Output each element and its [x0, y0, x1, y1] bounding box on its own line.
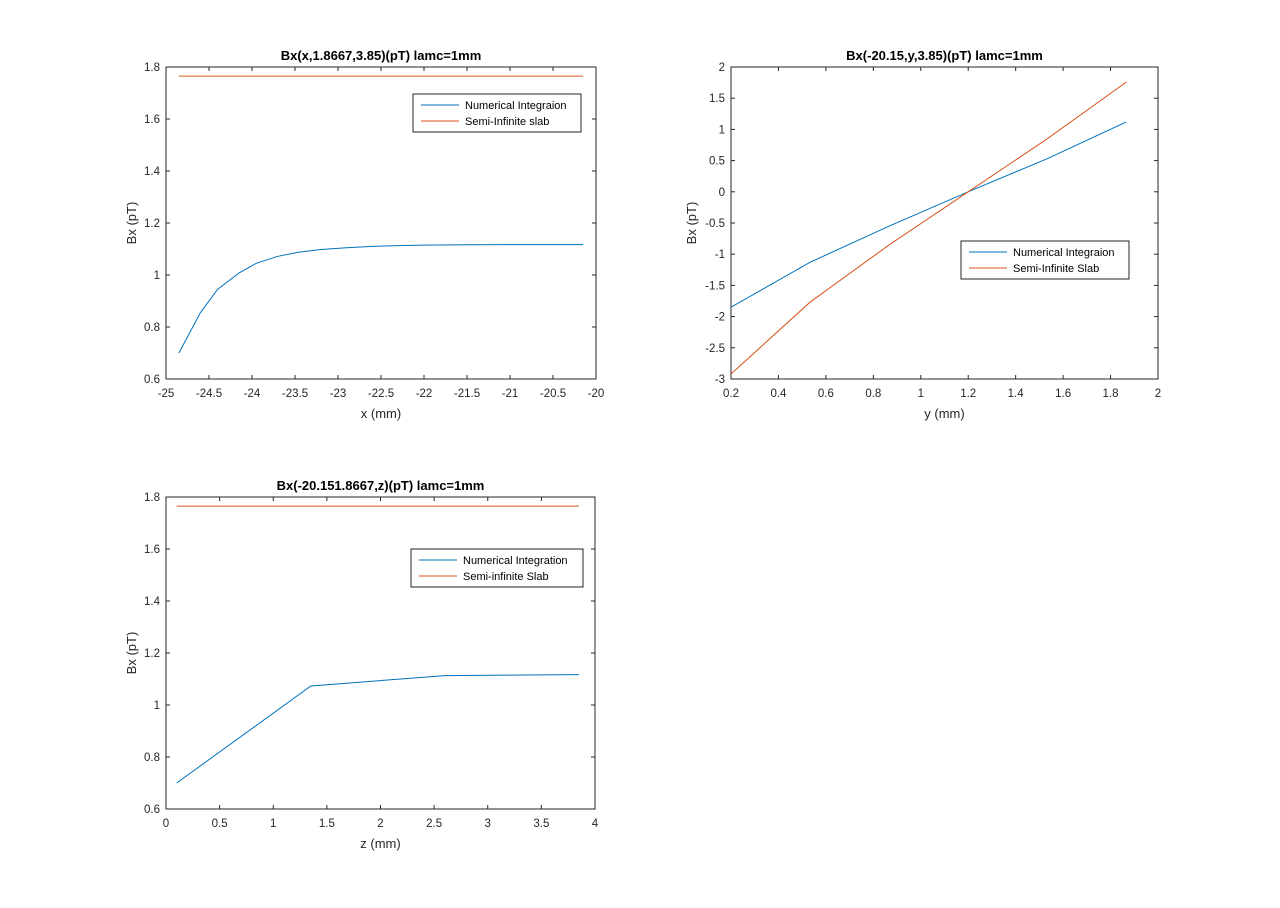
x-tick-label: 1 [918, 388, 924, 400]
x-tick-label: -24 [244, 388, 261, 400]
chart-title: Bx(x,1.8667,3.85)(pT) lamc=1mm [281, 48, 482, 63]
x-tick-label: 2 [377, 818, 383, 830]
y-tick-label: -1 [715, 249, 725, 261]
y-tick-label: 0.5 [709, 156, 725, 168]
chart-1: -25 -24.5 -24 -23.5 -23 -22.5 -22 -21.5 -21 -20.5… [124, 48, 604, 421]
chart-title: Bx(-20.15,y,3.85)(pT) lamc=1mm [846, 48, 1043, 63]
y-axis-label: Bx (pT) [684, 202, 699, 245]
x-tick-label: -23 [330, 388, 347, 400]
y-tick-label: 0.6 [144, 804, 160, 816]
x-tick-label: 0.8 [865, 388, 881, 400]
y-tick-label: 1.4 [144, 166, 161, 178]
x-tick-label: 0 [163, 818, 169, 830]
x-tick-label: -22.5 [368, 388, 394, 400]
x-tick-label: -20.5 [540, 388, 566, 400]
x-tick-label: 0.5 [212, 818, 228, 830]
y-tick-label: -1.5 [705, 280, 725, 292]
series-line-numerical [178, 244, 584, 354]
y-tick-label: 1.4 [144, 596, 161, 608]
x-axis-label: z (mm) [360, 836, 400, 851]
y-tick-label: 1.2 [144, 218, 160, 230]
legend-label: Numerical Integraion [465, 100, 567, 112]
x-tick-label: 1.4 [1008, 388, 1025, 400]
legend-box [412, 93, 582, 133]
x-tick-label: 2 [1155, 388, 1161, 400]
x-tick-label: -23.5 [282, 388, 308, 400]
plot-area [165, 496, 596, 810]
y-tick-label: 1.6 [144, 114, 160, 126]
series-line-numerical [730, 121, 1127, 308]
y-tick-label: 0.6 [144, 374, 160, 386]
chart-2: 0.2 0.4 0.6 0.8 1 1.2 1.4 1.6 1.8 2 -3 -2.5 -2 -1.5 -1… [684, 48, 1161, 421]
y-tick-label: 1 [154, 270, 160, 282]
y-tick-label: 1.5 [709, 93, 725, 105]
legend-label: Semi-infinite Slab [463, 571, 549, 583]
legend: Numerical Integration Semi-infinite Slab [410, 548, 584, 588]
legend-label: Numerical Integration [463, 555, 568, 567]
y-tick-label: 1.8 [144, 62, 160, 74]
x-tick-label: 0.4 [770, 388, 787, 400]
series-line-slab [730, 81, 1127, 375]
x-tick-label: -25 [158, 388, 175, 400]
x-tick-label: 0.6 [818, 388, 834, 400]
y-tick-label: 1.2 [144, 648, 160, 660]
x-axis-label: y (mm) [924, 406, 964, 421]
legend-label: Semi-Infinite slab [465, 116, 549, 128]
x-tick-label: -21 [502, 388, 519, 400]
legend-box [960, 240, 1130, 280]
y-tick-label: -2.5 [705, 343, 725, 355]
y-tick-label: 1 [719, 124, 725, 136]
x-tick-label: 4 [592, 818, 599, 830]
y-tick-label: 0.8 [144, 322, 160, 334]
legend: Numerical Integraion Semi-Infinite slab [412, 93, 582, 133]
x-tick-label: 1 [270, 818, 276, 830]
x-axis-label: x (mm) [361, 406, 401, 421]
y-tick-label: -3 [715, 374, 725, 386]
series-line-numerical [176, 674, 579, 784]
y-tick-label: 0 [719, 187, 725, 199]
y-tick-label: 1.6 [144, 544, 160, 556]
legend-label: Semi-Infinite Slab [1013, 263, 1099, 275]
chart-3: 0 0.5 1 1.5 2 2.5 3 3.5 4 0.6 0.8 1 1.2 1.4 1.6 1.8 Bx(-… [124, 478, 599, 851]
x-tick-label: 1.2 [960, 388, 976, 400]
x-tick-label: 1.6 [1055, 388, 1071, 400]
x-tick-label: -22 [416, 388, 433, 400]
x-tick-label: 3.5 [533, 818, 549, 830]
x-tick-label: 1.5 [319, 818, 335, 830]
x-tick-label: 3 [485, 818, 491, 830]
x-tick-label: -20 [588, 388, 605, 400]
x-tick-label: -21.5 [454, 388, 480, 400]
legend-box [410, 548, 584, 588]
y-tick-label: -0.5 [705, 218, 725, 230]
legend: Numerical Integraion Semi-Infinite Slab [960, 240, 1130, 280]
x-tick-label: -24.5 [196, 388, 222, 400]
legend-label: Numerical Integraion [1013, 247, 1115, 259]
chart-title: Bx(-20.151.8667,z)(pT) lamc=1mm [277, 478, 485, 493]
y-tick-label: 1 [154, 700, 160, 712]
plot-area [730, 66, 1159, 380]
y-tick-label: -2 [715, 312, 725, 324]
y-tick-label: 0.8 [144, 752, 160, 764]
x-tick-label: 0.2 [723, 388, 739, 400]
y-tick-label: 2 [719, 62, 725, 74]
x-tick-label: 1.8 [1103, 388, 1119, 400]
y-tick-label: 1.8 [144, 492, 160, 504]
y-axis-label: Bx (pT) [124, 632, 139, 675]
x-tick-label: 2.5 [426, 818, 442, 830]
y-axis-label: Bx (pT) [124, 202, 139, 245]
